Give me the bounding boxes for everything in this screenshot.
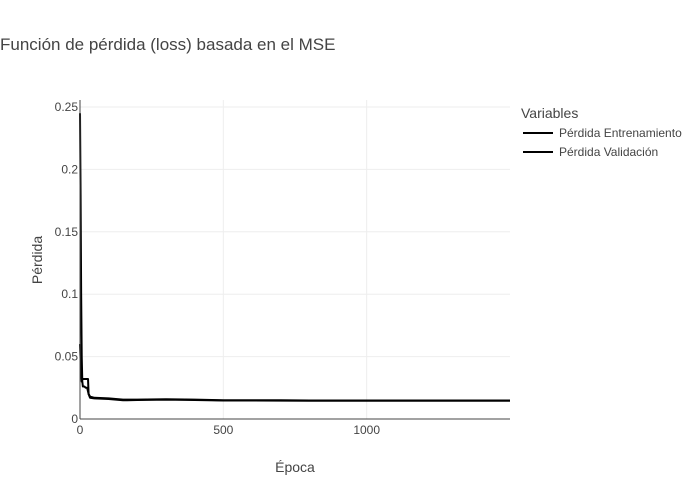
grid bbox=[80, 100, 510, 419]
x-tick-label: 1000 bbox=[353, 423, 380, 437]
legend-title: Variables bbox=[521, 105, 578, 121]
chart-title: Función de pérdida (loss) basada en el M… bbox=[0, 35, 335, 54]
x-tick-label: 0 bbox=[77, 423, 84, 437]
y-tick-label: 0.1 bbox=[61, 287, 78, 301]
axis-ticks: 0 0.05 0.1 0.15 0.2 0.25 0 500 1000 bbox=[55, 100, 381, 437]
legend-label: Pérdida Entrenamiento bbox=[559, 126, 682, 140]
series-line-1 bbox=[79, 113, 510, 402]
y-tick-label: 0 bbox=[71, 412, 78, 426]
x-tick-label: 500 bbox=[213, 423, 233, 437]
y-tick-label: 0.25 bbox=[55, 100, 79, 114]
legend[interactable]: Variables Pérdida Entrenamiento Pérdida V… bbox=[521, 105, 682, 159]
legend-item[interactable]: Pérdida Entrenamiento bbox=[523, 126, 682, 140]
legend-label: Pérdida Validación bbox=[559, 145, 658, 159]
y-tick-label: 0.2 bbox=[61, 162, 78, 176]
y-axis-label: Pérdida bbox=[29, 236, 45, 284]
x-axis-label: Época bbox=[275, 459, 315, 475]
legend-item[interactable]: Pérdida Validación bbox=[523, 145, 658, 159]
series-line-2 bbox=[79, 344, 510, 402]
y-tick-label: 0.05 bbox=[55, 350, 79, 364]
y-tick-label: 0.15 bbox=[55, 225, 79, 239]
series-lines bbox=[79, 113, 510, 402]
